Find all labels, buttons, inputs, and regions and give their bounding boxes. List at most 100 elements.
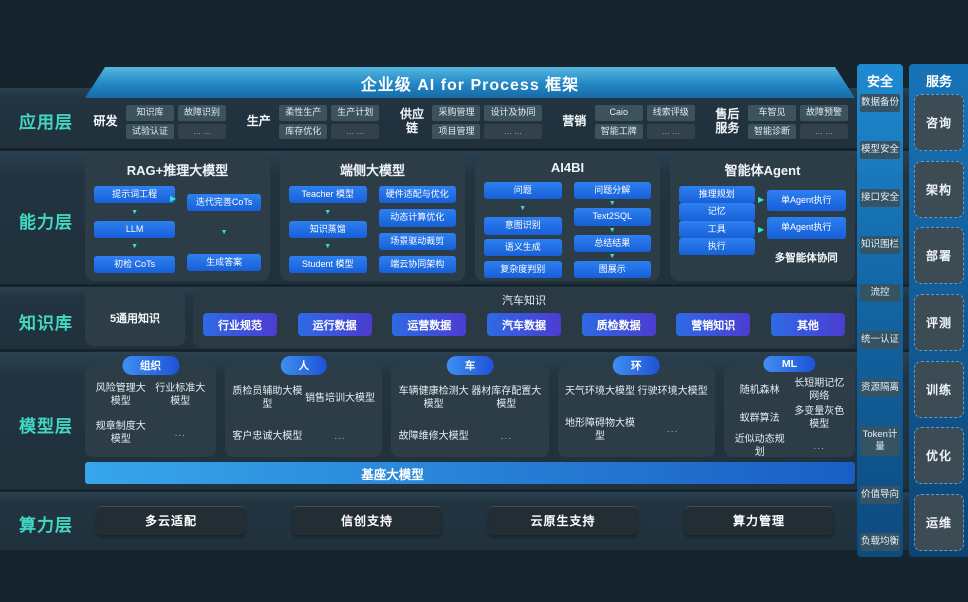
arrow-right-icon: [758, 196, 764, 204]
service-item: 咨询: [914, 94, 964, 151]
agent-flow: 推理规划 记忆 工具 执行 单Agent执行 单Agent执行 多智能体协同: [679, 186, 846, 273]
model-item-grid: 车辆健康检测大模型 器材库存配置大模型 故障维修大模型 ...: [397, 377, 542, 451]
app-chip-grid: 柔性生产 生产计划 库存优化 ... ...: [279, 104, 380, 140]
arrow-down-icon: [519, 204, 526, 213]
flow-step: 推理规划: [679, 186, 755, 204]
model-group-pill: 车: [446, 356, 494, 375]
security-item: 接口安全: [860, 188, 900, 207]
application-row: 研发 知识库 故障识别 试验认证 ... ... 生产 柔性生产 生产计划 库存…: [92, 99, 848, 145]
layer-label-capability: 能力层: [19, 213, 73, 232]
services-item-list: 咨询 架构 部署 评测 训练 优化 运维: [914, 94, 964, 551]
app-chip: ... ...: [331, 123, 380, 140]
knowledge-pill: 运营数据: [392, 313, 467, 336]
knowledge-pill: 运行数据: [297, 313, 372, 336]
app-chip-grid: 知识库 故障识别 试验认证 ... ...: [126, 104, 227, 140]
model-item: ...: [813, 440, 825, 452]
service-item: 优化: [914, 427, 964, 485]
flow-step: 执行: [679, 237, 755, 255]
capability-box-title: 智能体Agent: [724, 163, 801, 178]
flow-step: 图展示: [573, 260, 651, 278]
layer-label-knowledge: 知识库: [19, 314, 73, 333]
arrow-down-icon: [324, 242, 331, 251]
app-group-label: 研发: [93, 114, 118, 129]
flow-step: Teacher 模型: [289, 186, 367, 204]
app-chip-grid: Caio 线索评级 智能工牌 ... ...: [594, 104, 695, 140]
rag-flow: 提示词工程 LLM 初检 CoTs 迭代完善CoTs 生成答案: [94, 186, 261, 273]
knowledge-pill: 其他: [770, 313, 845, 336]
security-item-list: 数据备份 模型安全 接口安全 知识围栏 流控 统一认证 资源隔离 Token计量…: [860, 94, 900, 551]
app-group-rd: 研发 知识库 故障识别 试验认证 ... ...: [92, 104, 227, 140]
model-item: 规章制度大模型: [95, 421, 146, 445]
app-chip: ... ...: [178, 123, 227, 140]
layer-label-application: 应用层: [19, 113, 73, 132]
agent-left-column: 推理规划 记忆 工具 执行: [679, 186, 755, 273]
flow-step: LLM: [94, 220, 176, 239]
security-item: 模型安全: [860, 141, 900, 160]
knowledge-pill: 行业规范: [203, 313, 277, 336]
app-chip: ... ...: [646, 123, 695, 140]
flow-step: 初检 CoTs: [94, 255, 176, 273]
model-group-ml: ML 随机森林 长短期记忆网络 蚁群算法 多变量灰色模型 近似动态规划 ...: [723, 356, 855, 458]
flow-step: 单Agent执行: [766, 190, 846, 212]
capability-box-title: RAG+推理大模型: [126, 163, 229, 178]
service-item: 部署: [914, 227, 964, 285]
app-chip: 线索评级: [646, 104, 695, 121]
arrow-down-icon: [131, 208, 138, 217]
capability-box-title: 端侧大模型: [339, 163, 405, 178]
app-group-after-sales: 售后服务 车智见 故障预警 智能诊断 ... ...: [714, 104, 848, 140]
arrow-down-icon: [609, 199, 616, 208]
arrow-down-icon: [609, 252, 616, 261]
security-item: 价值导向: [860, 485, 900, 504]
app-chip: Caio: [594, 104, 643, 121]
model-group-environment: 环 天气环境大模型 行驶环境大模型 地形障碍物大模型 ...: [557, 356, 715, 457]
app-chip: 试验认证: [126, 123, 175, 140]
edge-left-column: Teacher 模型 知识蒸馏 Student 模型: [289, 186, 367, 273]
security-item: 资源隔离: [860, 378, 900, 397]
flow-step: 意图识别: [484, 217, 562, 235]
model-item-grid: 天气环境大模型 行驶环境大模型 地形障碍物大模型 ...: [564, 377, 709, 451]
security-item: 负载均衡: [860, 533, 900, 551]
model-item-grid: 质检员辅助大模型 销售培训大模型 客户忠诚大模型 ...: [231, 377, 376, 451]
app-group-label: 售后服务: [715, 107, 740, 135]
app-chip: 设计及协同: [484, 104, 542, 121]
service-item: 训练: [914, 360, 964, 418]
services-panel: 服务 咨询 架构 部署 评测 训练 优化 运维: [909, 64, 968, 557]
app-chip: 项目管理: [432, 123, 481, 140]
arrow-down-icon: [131, 242, 138, 251]
model-item: 风险管理大模型: [95, 383, 146, 407]
app-group-marketing: 营销 Caio 线索评级 智能工牌 ... ...: [561, 104, 695, 140]
service-item: 架构: [914, 160, 964, 218]
app-group-label: 供应链: [399, 107, 424, 135]
ai4bi-left-column: 问题 意图识别 语义生成 复杂度判别: [484, 182, 562, 278]
model-item: ...: [666, 424, 679, 436]
rag-right-column: 迭代完善CoTs 生成答案: [187, 186, 261, 273]
arrow-right-icon: [170, 195, 176, 203]
app-chip: 智能工牌: [594, 123, 643, 140]
security-item: 数据备份: [860, 94, 900, 112]
app-chip: 故障识别: [178, 104, 227, 121]
capability-box-rag: RAG+推理大模型 提示词工程 LLM 初检 CoTs 迭代完善CoTs 生成答…: [85, 153, 270, 281]
flow-step: 记忆: [679, 203, 755, 221]
model-item: 质检员辅助大模型: [232, 386, 303, 411]
model-item: 蚁群算法: [739, 412, 780, 424]
model-row: 组织 风险管理大模型 行业标准大模型 规章制度大模型 ... 人 质检员辅助大模…: [85, 356, 855, 458]
multi-agent-caption: 多智能体协同: [774, 251, 838, 264]
app-chip: ... ...: [484, 123, 542, 140]
model-item: 长短期记忆网络: [794, 378, 845, 402]
flow-step: 总结结果: [573, 234, 651, 252]
compute-item-multicloud: 多云适配: [97, 506, 245, 535]
layer-label-model: 模型层: [19, 417, 73, 436]
security-item: 流控: [860, 283, 900, 302]
app-chip: 故障预警: [799, 104, 848, 121]
app-group-label: 营销: [562, 114, 587, 129]
capability-box-title: AI4BI: [550, 160, 585, 175]
agent-right-column: 单Agent执行 单Agent执行 多智能体协同: [766, 186, 846, 273]
compute-item-xinchuang: 信创支持: [293, 506, 441, 535]
flow-step: 问题分解: [573, 182, 651, 200]
arrow-down-icon: [609, 226, 616, 235]
service-item: 评测: [914, 293, 964, 351]
framework-title: 企业级 AI for Process 框架: [360, 76, 580, 94]
model-group-pill: ML: [763, 356, 816, 372]
compute-item-management: 算力管理: [685, 506, 833, 535]
service-item: 运维: [914, 493, 964, 551]
